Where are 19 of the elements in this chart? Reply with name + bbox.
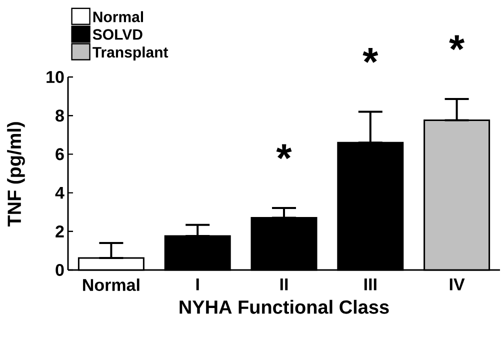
legend-label: SOLVD (92, 29, 142, 40)
x-axis-title: NYHA Functional Class (180, 300, 389, 314)
annotation: * (276, 144, 292, 160)
legend-label: Transplant (92, 46, 168, 61)
text: * (449, 35, 465, 50)
y-axis-title: TNF (pg/ml) (7, 122, 25, 227)
text: * (362, 48, 378, 63)
x-tick-label: IV (450, 278, 465, 290)
y-tick-label: 10 (46, 70, 64, 84)
x-tick-label: III (364, 278, 376, 290)
x-tick-label: Normal (83, 278, 140, 292)
y-tick-label: 6 (56, 148, 64, 160)
y-tick-label: 0 (56, 264, 64, 276)
x-tick-label: I (196, 278, 199, 290)
x-tick-label: II (280, 278, 288, 290)
y-tick-label: 8 (56, 110, 64, 122)
y-tick-label: 4 (55, 186, 64, 199)
y-tick-label: 2 (56, 225, 64, 238)
legend-label: Normal (93, 11, 144, 22)
